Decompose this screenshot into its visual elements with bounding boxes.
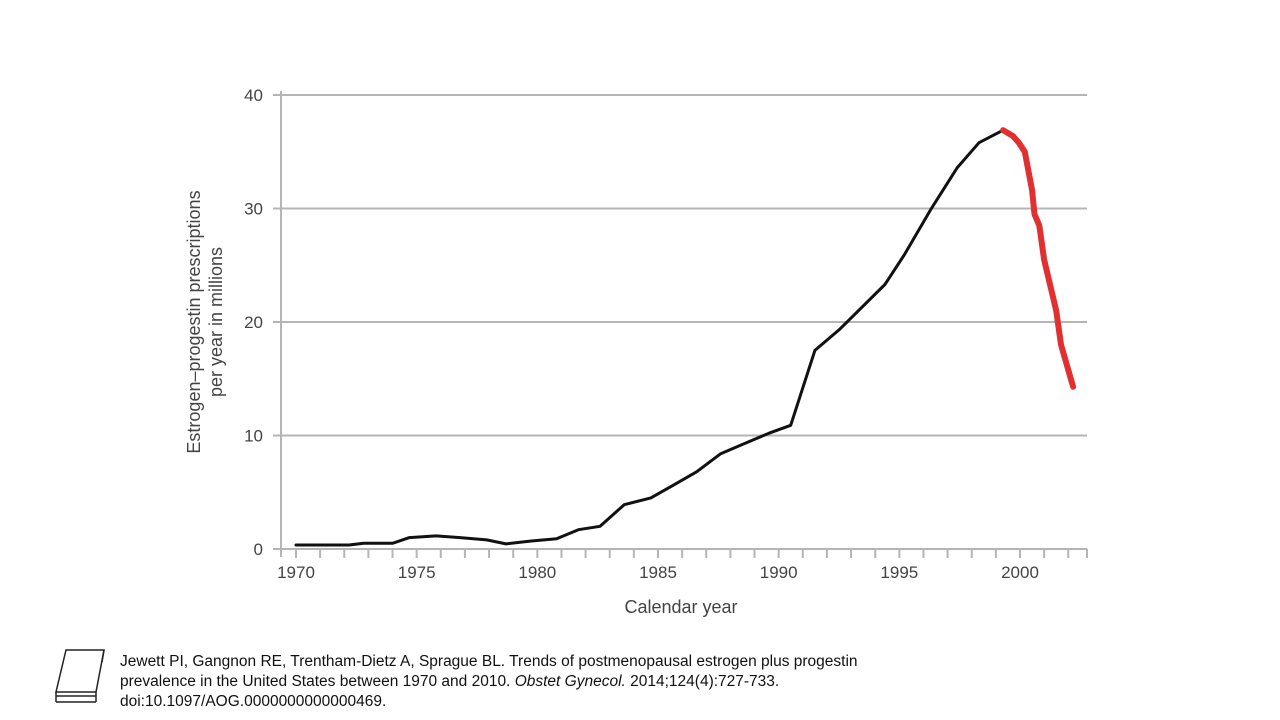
- citation-details: 2014;124(4):727-733. doi:10.1097/AOG.000…: [120, 673, 780, 710]
- line-chart: 0 10 20 30 40 1970 1975 1980 1985 1990 1995 2000 Ca…: [184, 86, 1088, 617]
- x-tick-label: 1975: [398, 563, 436, 582]
- book-icon: [55, 649, 105, 703]
- y-tick-label: 20: [244, 313, 263, 332]
- x-tick-label: 1995: [880, 563, 918, 582]
- x-tick-label: 1970: [277, 563, 315, 582]
- y-axis-title-line-1: Estrogen–progestin prescriptions: [184, 190, 204, 453]
- y-tick-label: 40: [244, 86, 263, 105]
- x-axis-title: Calendar year: [624, 597, 737, 617]
- series-line-decline: [1000, 127, 1077, 390]
- y-tick-label: 30: [244, 200, 263, 219]
- y-tick-label: 10: [244, 427, 263, 446]
- citation-text: Jewett PI, Gangnon RE, Trentham-Dietz A,…: [120, 653, 858, 690]
- y-axis-title-line-2: per year in millions: [206, 247, 226, 397]
- x-tick-label: 1980: [518, 563, 556, 582]
- x-tick-label: 1985: [639, 563, 677, 582]
- series-line-main: [294, 128, 1005, 547]
- citation-journal: Obstet Gynecol.: [514, 673, 626, 690]
- x-tick-label: 2000: [1001, 563, 1039, 582]
- citation: Jewett PI, Gangnon RE, Trentham-Dietz A,…: [120, 652, 880, 712]
- y-tick-label: 0: [254, 540, 263, 559]
- x-tick-label: 1990: [760, 563, 798, 582]
